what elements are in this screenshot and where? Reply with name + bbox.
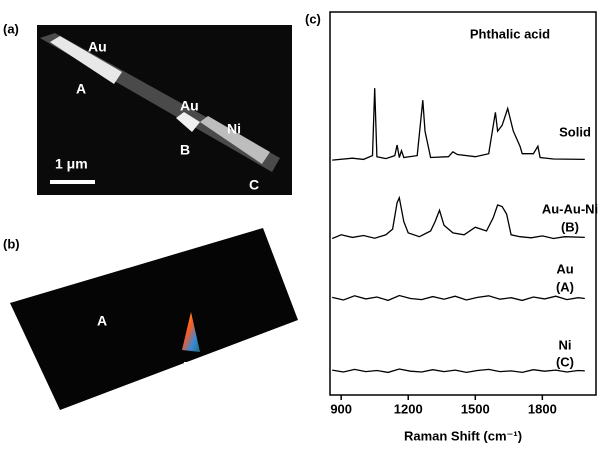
spectrum-line (331, 195, 585, 240)
spectrum-line (332, 88, 585, 161)
image-label: C (249, 177, 259, 193)
scale-bar-label: 1 μm (55, 156, 88, 172)
ni-segment (200, 116, 270, 164)
series-sample: (A) (556, 279, 574, 294)
image-label: A (97, 313, 107, 329)
image-label: Au (180, 98, 199, 114)
panel-label: (c) (305, 11, 321, 26)
spectrum-line (332, 368, 585, 374)
panel-label: (a) (3, 21, 19, 36)
x-tick-label: 900 (330, 401, 352, 416)
series-label: Au (556, 261, 573, 276)
x-tick-label: 1200 (394, 401, 423, 416)
image-label: B (180, 142, 190, 158)
image-label: Ni (227, 121, 241, 137)
x-tick-label: 1500 (461, 401, 490, 416)
au-segment (50, 36, 122, 84)
raman-peak (182, 312, 200, 352)
x-axis-label: Raman Shift (cm⁻¹) (404, 428, 522, 443)
series-sample: (C) (556, 354, 574, 369)
series-label: Au-Au-Ni (542, 201, 598, 216)
image-label: A (76, 81, 86, 97)
au-segment (176, 112, 200, 132)
plot-frame (329, 11, 597, 396)
image-label: B (183, 359, 193, 375)
scale-bar (50, 180, 95, 184)
series-label: Solid (559, 124, 591, 139)
raman-map (10, 228, 298, 410)
series-label: Ni (559, 337, 572, 352)
x-tick-label: 1800 (528, 401, 557, 416)
image-label: C (236, 368, 246, 384)
panel-label: (b) (3, 236, 20, 251)
image-label: Au (88, 39, 107, 55)
series-sample: (B) (561, 219, 579, 234)
chart-title: Phthalic acid (470, 26, 550, 41)
spectrum-line (332, 294, 585, 302)
